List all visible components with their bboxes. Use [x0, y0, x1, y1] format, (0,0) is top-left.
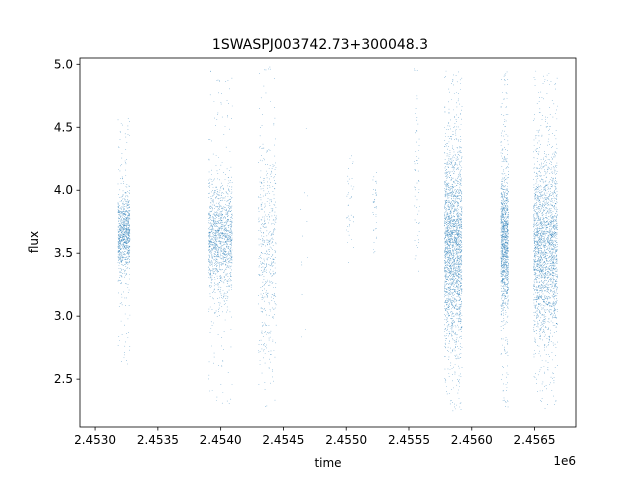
x-axis-offset-label: 1e6: [553, 454, 576, 468]
y-axis-ticks: 2.5 3.0 3.5 4.0 4.5 5.0: [54, 57, 80, 386]
y-tick-label: 4.5: [54, 120, 73, 134]
y-tick-label: 3.5: [54, 246, 73, 260]
x-tick-label: 2.4530: [74, 433, 116, 447]
data-points: [117, 66, 558, 412]
plot-frame: [79, 57, 577, 428]
y-tick-label: 4.0: [54, 183, 73, 197]
x-axis-ticks: 2.4530 2.4535 2.4540 2.4545 2.4550 2.4555 2.45…: [74, 427, 556, 447]
chart-title: 1SWASPJ003742.73+300048.3: [212, 37, 428, 53]
x-axis-label: time: [314, 456, 341, 470]
x-tick-label: 2.4540: [200, 433, 242, 447]
x-tick-label: 2.4535: [137, 433, 179, 447]
x-tick-label: 2.4560: [451, 433, 493, 447]
y-tick-label: 2.5: [54, 372, 73, 386]
y-axis-label: flux: [27, 231, 41, 253]
x-tick-label: 2.4555: [388, 433, 430, 447]
flux-data-points: [117, 66, 558, 412]
y-tick-label: 3.0: [54, 309, 73, 323]
x-tick-label: 2.4565: [514, 433, 556, 447]
x-tick-label: 2.4550: [325, 433, 367, 447]
x-tick-label: 2.4545: [262, 433, 304, 447]
y-tick-label: 5.0: [54, 57, 73, 71]
